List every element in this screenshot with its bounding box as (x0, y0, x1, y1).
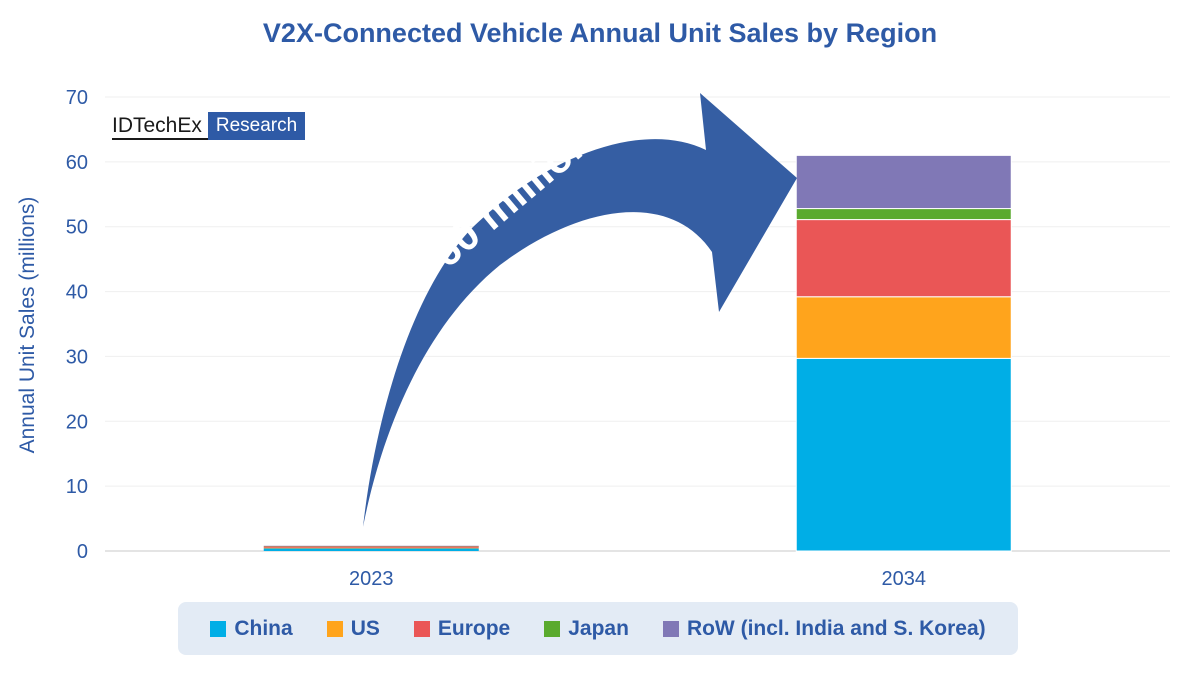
chart-canvas: 0 10 20 30 40 50 60 70 2023 2034 Annual Unit Sal… (16, 87, 1170, 590)
legend-swatch (210, 620, 227, 637)
legend-swatch (326, 620, 343, 637)
y-tick-label: 0 (77, 541, 88, 563)
y-tick-label: 30 (66, 346, 88, 368)
x-tick-label: 2023 (349, 568, 394, 590)
y-tick-label: 10 (66, 476, 88, 498)
logo-main-text: IDTechEx (112, 112, 208, 140)
y-tick-label: 60 (66, 152, 88, 174)
bar-segment-europe-2023 (263, 546, 479, 548)
growth-arrow-shape (363, 93, 797, 527)
legend-label: US (350, 616, 380, 640)
bar-segment-china-2023 (263, 548, 479, 551)
legend-item: US (326, 616, 380, 641)
legend-item: Europe (413, 616, 511, 641)
y-tick-label: 50 (66, 217, 88, 239)
legend-label: Japan (568, 616, 629, 640)
legend-swatch (413, 620, 430, 637)
idtechex-logo: IDTechEx Research (112, 112, 306, 140)
chart-title: V2X-Connected Vehicle Annual Unit Sales … (262, 18, 938, 48)
y-tick-labels: 0 10 20 30 40 50 60 70 (66, 87, 88, 563)
legend-label: RoW (incl. India and S. Korea) (686, 616, 986, 640)
legend-swatch (544, 620, 561, 637)
legend-item: China (210, 616, 293, 641)
legend-label: China (234, 616, 293, 640)
legend-label: Europe (437, 616, 511, 640)
bar-segment-us-2034 (795, 296, 1012, 359)
bars (263, 154, 1012, 552)
logo-sub-text: Research (207, 112, 306, 140)
bar-segment-china-2034 (795, 357, 1012, 552)
bar-segment-europe-2034 (795, 219, 1012, 298)
y-axis-label: Annual Unit Sales (millions) (16, 197, 39, 454)
bar-segment-row-2034 (795, 154, 1012, 210)
legend: China US Europe Japan RoW (incl. India and S… (178, 602, 1018, 655)
y-tick-label: 70 (66, 87, 88, 109)
x-tick-labels: 2023 2034 (349, 568, 926, 590)
legend-swatch (662, 620, 679, 637)
bar-segment-japan-2034 (795, 208, 1012, 221)
y-tick-label: 40 (66, 282, 88, 304)
bar-segment-us-2023 (263, 547, 479, 549)
legend-item: Japan (544, 617, 629, 641)
x-tick-label: 2034 (882, 568, 927, 590)
growth-arrow: +60 million (363, 93, 797, 527)
legend-item: RoW (incl. India and S. Korea) (662, 616, 986, 641)
y-tick-label: 20 (66, 411, 88, 433)
